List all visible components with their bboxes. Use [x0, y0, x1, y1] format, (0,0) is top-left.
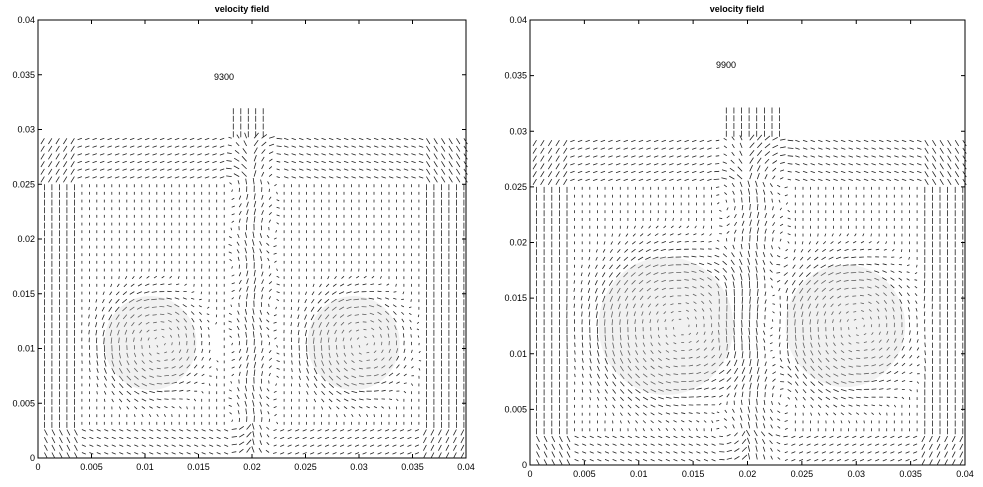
y-tick-label: 0.04: [509, 15, 527, 25]
x-tick-label: 0.025: [791, 469, 814, 479]
chart-title: velocity field: [710, 4, 765, 14]
y-tick-label: 0.025: [504, 182, 527, 192]
x-tick-label: 0.04: [457, 462, 475, 472]
y-tick-label: 0: [522, 460, 527, 470]
x-axis: 0 0.005 0.01 0.015 0.02 0.025 0.03 0.035 0.04: [35, 20, 475, 472]
velocity-vectors: [40, 108, 468, 459]
y-tick-label: 0.04: [17, 15, 35, 25]
x-tick-label: 0.01: [630, 469, 648, 479]
y-tick-label: 0.02: [509, 238, 527, 248]
x-tick-label: 0.03: [350, 462, 368, 472]
x-tick-label: 0.03: [847, 469, 865, 479]
vortex-core: [104, 295, 197, 391]
y-tick-label: 0.015: [12, 289, 35, 299]
y-tick-label: 0.03: [17, 125, 35, 135]
x-tick-label: 0: [527, 469, 532, 479]
x-tick-label: 0.005: [573, 469, 596, 479]
y-tick-label: 0.005: [504, 404, 527, 414]
y-tick-label: 0.01: [509, 349, 527, 359]
y-tick-label: 0.03: [509, 126, 527, 136]
y-tick-label: 0.005: [12, 398, 35, 408]
y-tick-label: 0: [30, 453, 35, 463]
x-tick-label: 0.02: [739, 469, 757, 479]
y-axis: 0 0.005 0.01 0.015 0.02 0.025 0.03 0.035 0.04: [504, 15, 965, 470]
plot-frame: [529, 19, 966, 466]
x-tick-label: 0.015: [187, 462, 210, 472]
y-tick-label: 0.035: [12, 70, 35, 80]
y-tick-label: 0.025: [12, 179, 35, 189]
chart-title: velocity field: [215, 4, 270, 14]
y-tick-label: 0.01: [17, 344, 35, 354]
y-axis: 0 0.005 0.01 0.015 0.02 0.025 0.03 0.035 0.04: [12, 15, 466, 463]
vector-field: [40, 108, 468, 459]
x-tick-label: 0.015: [682, 469, 705, 479]
y-tick-label: 0.02: [17, 234, 35, 244]
x-tick-label: 0.01: [136, 462, 154, 472]
x-tick-label: 0.035: [899, 469, 922, 479]
x-tick-label: 0.02: [243, 462, 261, 472]
x-tick-label: 0.035: [401, 462, 424, 472]
time-annotation: 9300: [214, 72, 234, 82]
y-tick-label: 0.035: [504, 71, 527, 81]
plot-frame: [37, 19, 467, 459]
x-axis: 0 0.005 0.01 0.015 0.02 0.025 0.03 0.035 0.04: [527, 20, 974, 479]
vector-field: [532, 107, 967, 466]
velocity-field-chart-9300: velocity field 9300 0 0.005 0.01 0.015 0.02 0…: [12, 4, 474, 472]
velocity-vectors: [532, 107, 967, 466]
time-annotation: 9900: [716, 60, 736, 70]
velocity-field-chart-9900: velocity field 9900 0 0.005 0.01 0.015 0.02 0…: [504, 4, 973, 479]
x-tick-label: 0: [35, 462, 40, 472]
y-tick-label: 0.015: [504, 293, 527, 303]
x-tick-label: 0.005: [80, 462, 103, 472]
vortex-core: [307, 295, 400, 391]
x-tick-label: 0.025: [294, 462, 317, 472]
vortex-core: [598, 256, 734, 395]
x-tick-label: 0.04: [956, 469, 974, 479]
vortex-core: [785, 264, 906, 388]
